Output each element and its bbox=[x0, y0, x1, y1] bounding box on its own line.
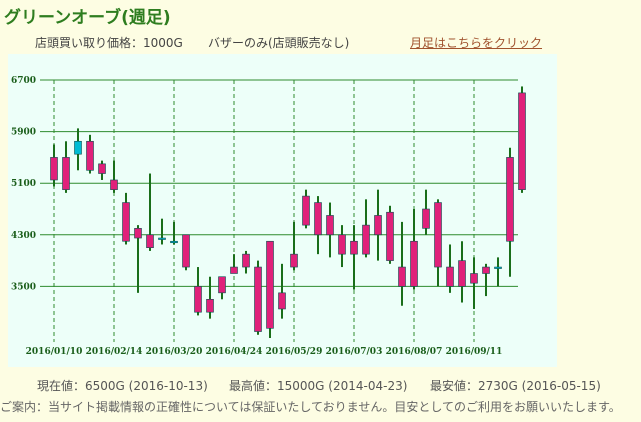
candle-body-down bbox=[134, 228, 142, 239]
candle-body-down bbox=[110, 179, 118, 190]
candle-body-up bbox=[494, 266, 502, 269]
x-tick-label: 2016/01/10 bbox=[26, 347, 83, 357]
x-tick-label: 2016/09/11 bbox=[446, 347, 503, 357]
x-tick-label: 2016/08/07 bbox=[386, 347, 443, 357]
candle-body-up bbox=[74, 140, 82, 155]
candle-body-down bbox=[242, 253, 250, 268]
y-tick-label: 4300 bbox=[11, 231, 36, 241]
candle-body-up bbox=[158, 237, 166, 240]
candle-body-down bbox=[254, 266, 262, 332]
y-tick-label: 6700 bbox=[11, 76, 36, 86]
candle-body-down bbox=[218, 276, 226, 294]
candle-body-up bbox=[170, 240, 178, 244]
disclaimer-notice: ご案内：当サイト掲載情報の正確性については保証いたしておりません。目安としてのご… bbox=[0, 400, 621, 414]
candle-body-down bbox=[338, 234, 346, 255]
candle-body-down bbox=[86, 140, 94, 171]
candle-body-down bbox=[146, 234, 154, 249]
candle-body-down bbox=[458, 260, 466, 287]
candlestick-chart: 3500 4300 5100 5900 6700 2016/01/10 2016/02/14… bbox=[11, 76, 526, 357]
high-price: 最高値：15000G (2014-04-23) bbox=[229, 379, 408, 393]
x-tick-label: 2016/04/24 bbox=[206, 347, 263, 357]
candle-body-down bbox=[290, 253, 298, 268]
bazaar-note: バザーのみ(店頭販売なし) bbox=[208, 36, 350, 50]
candle-body-down bbox=[398, 266, 406, 287]
chart-area: 3500 4300 5100 5900 6700 2016/01/10 2016/02/14… bbox=[8, 54, 557, 367]
x-tick-label: 2016/03/20 bbox=[146, 347, 203, 357]
candle-body-down bbox=[266, 240, 274, 329]
monthly-chart-link[interactable]: 月足はこちらをクリック bbox=[410, 36, 543, 50]
current-price: 現在値：6500G (2016-10-13) bbox=[37, 379, 208, 393]
low-price: 最安値：2730G (2016-05-15) bbox=[430, 379, 601, 393]
candle-body-down bbox=[326, 215, 334, 236]
candle-body-down bbox=[518, 92, 526, 190]
candle-body-down bbox=[194, 286, 202, 313]
candle-body-down bbox=[434, 202, 442, 268]
candle-body-down bbox=[206, 299, 214, 313]
x-tick-label: 2016/05/29 bbox=[266, 347, 323, 357]
y-tick-label: 5100 bbox=[11, 179, 36, 189]
candle-body-down bbox=[482, 266, 490, 274]
candle-body-down bbox=[470, 273, 478, 284]
candle-body-down bbox=[374, 215, 382, 236]
candle-body-down bbox=[62, 157, 70, 190]
candle-body-down bbox=[302, 195, 310, 226]
candle-body-down bbox=[386, 211, 394, 261]
store-price: 店頭買い取り価格：1000G bbox=[35, 36, 183, 50]
candle-body-down bbox=[314, 202, 322, 236]
y-tick-label: 3500 bbox=[11, 282, 36, 292]
candle-body-down bbox=[362, 224, 370, 255]
candle-body-down bbox=[506, 157, 514, 242]
candle-body-down bbox=[422, 208, 430, 229]
x-tick-label: 2016/02/14 bbox=[86, 347, 143, 357]
y-tick-label: 5900 bbox=[11, 128, 36, 138]
x-tick-label: 2016/07/03 bbox=[326, 347, 383, 357]
candle-body-down bbox=[278, 292, 286, 310]
candle-body-down bbox=[50, 157, 58, 181]
candle-body-down bbox=[230, 266, 238, 274]
candle-body-down bbox=[182, 234, 190, 268]
page-title: グリーンオーブ(週足) bbox=[4, 8, 171, 28]
candle-body-down bbox=[350, 240, 358, 255]
candle-body-down bbox=[410, 240, 418, 287]
candle-body-down bbox=[122, 202, 130, 242]
candle-body-down bbox=[98, 163, 106, 174]
candle-body-down bbox=[446, 266, 454, 287]
